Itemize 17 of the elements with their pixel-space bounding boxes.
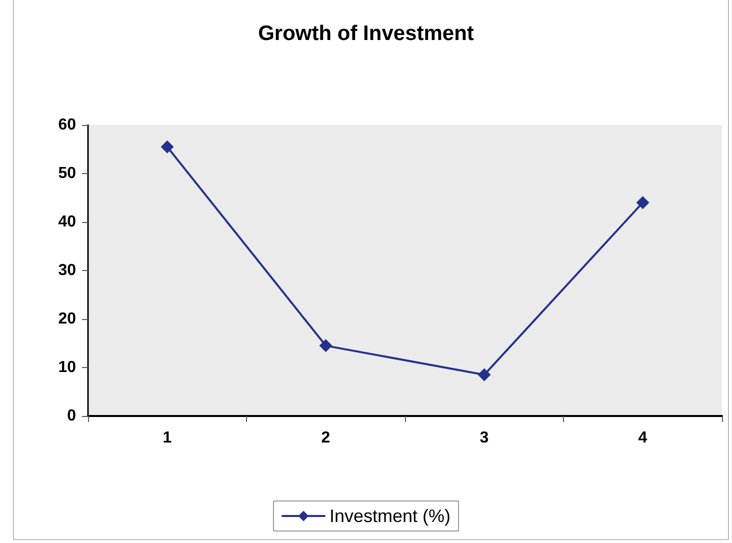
y-tick-label: 60	[58, 116, 76, 134]
y-tick-label: 10	[58, 359, 76, 376]
point	[319, 339, 332, 352]
y-tick-label: 20	[58, 310, 76, 328]
y-tick-label: 50	[58, 165, 76, 182]
point	[160, 140, 174, 154]
chart-title: Growth of Investment	[258, 22, 474, 45]
y-tick-label: 30	[58, 262, 76, 279]
y-tick-label: 40	[58, 214, 76, 230]
point	[478, 368, 491, 382]
x-tick-label: 3	[480, 430, 489, 446]
x-tick-label: 1	[162, 430, 172, 446]
y-tick-label: 0	[67, 408, 76, 424]
legend-label: Investment (%)	[329, 506, 451, 526]
point	[636, 196, 650, 210]
x-tick-label: 4	[638, 430, 648, 446]
x-tick-label: 2	[321, 430, 330, 446]
